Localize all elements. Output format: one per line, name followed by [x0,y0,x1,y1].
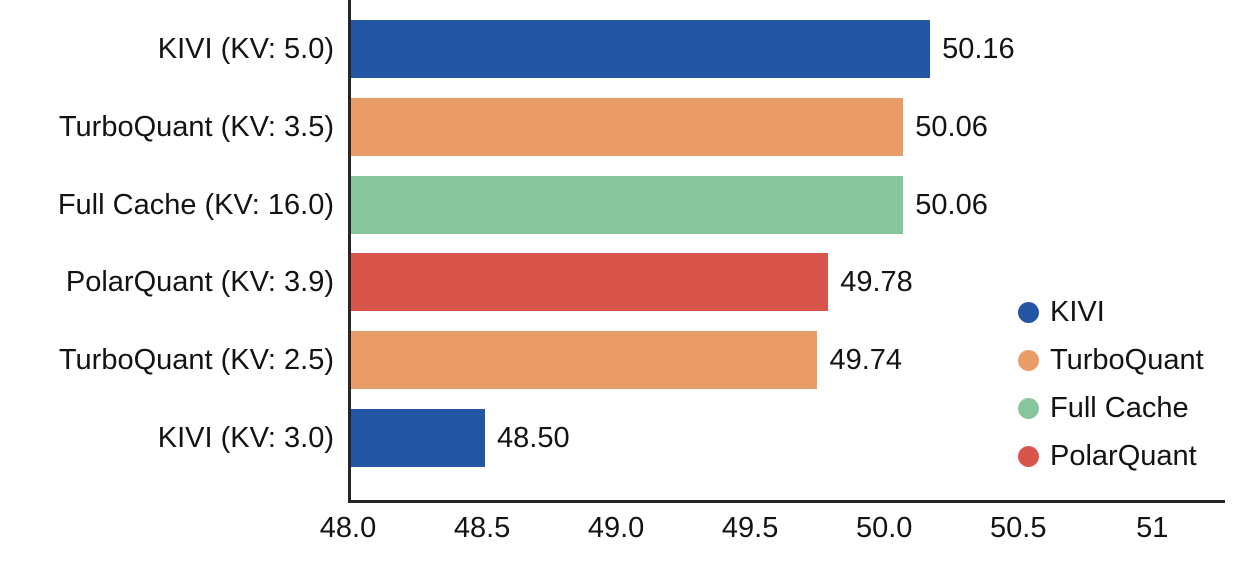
x-tick-label: 49.0 [587,512,645,544]
legend-label: PolarQuant [1050,439,1197,472]
bar-polarquant [351,253,829,312]
bar-turboquant [351,97,904,156]
x-tick-label: 48.0 [319,512,377,544]
x-tick-label: 50.0 [855,512,913,544]
plot-area: 50.16 50.06 50.06 49.78 49.74 48.50 [348,0,1225,503]
y-axis-label: PolarQuant (KV: 3.9) [65,266,334,299]
bar-kivi [351,20,931,78]
legend-item: TurboQuant [1018,336,1204,384]
legend-dot-icon [1018,445,1039,467]
bar-value-label: 50.06 [915,188,988,221]
bar-value-label: 49.74 [829,344,903,377]
bar-turboquant [351,331,818,390]
legend-dot-icon [1018,397,1039,419]
legend-dot-icon [1018,301,1039,323]
legend-dot-icon [1018,349,1039,371]
bar-value-label: 50.16 [942,33,1015,65]
x-tick-label: 48.5 [453,512,511,544]
legend-label: Full Cache [1050,391,1189,424]
x-tick-label: 49.5 [721,512,779,544]
y-axis-label: KIVI (KV: 5.0) [157,33,334,65]
bar-value-label: 48.50 [497,422,570,454]
bar-value-label: 50.06 [915,110,988,143]
legend-item: Full Cache [1018,384,1204,432]
y-axis-labels: KIVI (KV: 5.0) TurboQuant (KV: 3.5) Full C… [0,0,334,503]
legend: KIVI TurboQuant Full Cache PolarQuant [1018,288,1204,480]
legend-item: PolarQuant [1018,432,1204,480]
x-axis: 48.0 48.5 49.0 49.5 50.0 50.5 51 [320,506,1225,556]
x-tick-label: 50.5 [990,512,1047,544]
bar-value-label: 49.78 [840,266,913,299]
bar-kivi [351,409,486,467]
y-axis-label: TurboQuant (KV: 2.5) [58,344,334,377]
legend-label: KIVI [1050,295,1105,328]
y-axis-label: TurboQuant (KV: 3.5) [58,110,334,143]
y-axis-label: Full Cache (KV: 16.0) [57,188,334,221]
y-axis-label: KIVI (KV: 3.0) [157,422,334,454]
legend-item: KIVI [1018,288,1204,336]
x-tick-label: 51 [1136,512,1169,544]
bar-full-cache [351,175,904,234]
legend-label: TurboQuant [1050,343,1204,376]
